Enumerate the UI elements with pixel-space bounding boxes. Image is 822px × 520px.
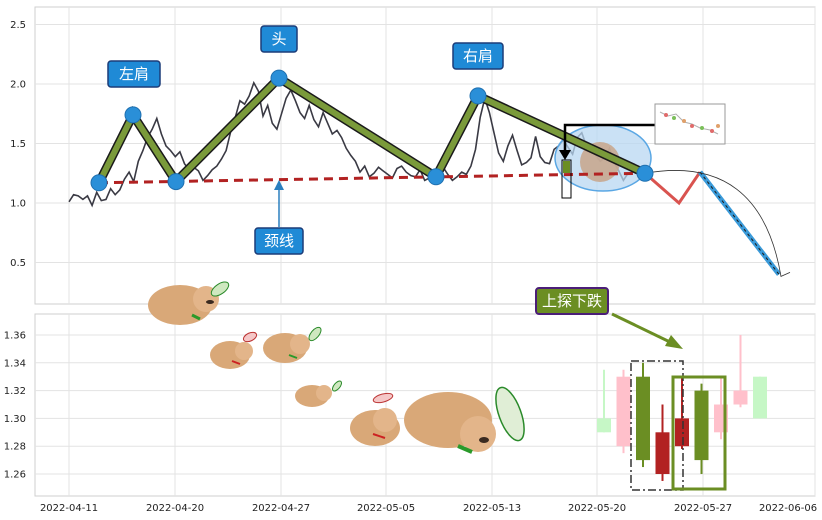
puppy-illustration — [148, 281, 525, 454]
candlesticks — [597, 335, 767, 481]
price-y-tick-label: 1.5 — [10, 139, 26, 150]
candle-y-tick-label: 1.34 — [4, 358, 26, 369]
candle-body — [616, 376, 631, 447]
puppy-6 — [404, 386, 525, 454]
thumbnail-flowers — [664, 113, 720, 133]
candle-body — [597, 418, 611, 433]
callout-head: 头 — [260, 25, 298, 53]
candle-grid — [35, 314, 816, 496]
date-tick-label: 2022-04-20 — [146, 503, 204, 514]
candle-body — [733, 390, 748, 405]
price-series-line — [68, 80, 629, 208]
candle-y-ticks: 1.26 1.28 1.30 1.32 1.34 1.36 — [4, 331, 26, 481]
candle-body — [636, 376, 650, 461]
date-tick-label: 2022-04-11 — [40, 503, 98, 514]
candle-body — [694, 390, 709, 461]
callout-right-shoulder: 右肩 — [452, 42, 504, 70]
svg-text:右肩: 右肩 — [463, 47, 493, 65]
breakdown-arrowhead — [559, 150, 571, 160]
breakdown-marker-fill — [563, 161, 570, 173]
price-panel — [34, 6, 816, 305]
projection-rebound-line — [644, 171, 702, 206]
pattern-node — [124, 106, 142, 124]
price-y-tick-label: 2.0 — [10, 80, 26, 91]
breakdown-marker-box — [561, 159, 572, 199]
candle-y-tick-label: 1.32 — [4, 386, 26, 397]
breakdown-arrow — [563, 123, 655, 153]
neckline — [98, 171, 646, 185]
candle-body — [675, 418, 689, 447]
annotation-probe-fall: 上探下跌 — [535, 287, 683, 349]
puppy-1 — [148, 281, 230, 325]
pattern-node — [469, 87, 487, 105]
puppy-4 — [295, 380, 342, 407]
date-tick-label: 2022-05-27 — [674, 503, 732, 514]
pattern-node — [427, 168, 445, 186]
callout-left-shoulder: 左肩 — [107, 60, 161, 88]
candle-y-tick-label: 1.30 — [4, 414, 26, 425]
svg-text:头: 头 — [271, 30, 286, 48]
projection-arc — [644, 170, 791, 277]
price-grid — [35, 7, 816, 304]
candle-body — [753, 376, 767, 419]
puppy-2 — [210, 331, 258, 369]
puppy-3 — [263, 326, 322, 363]
price-y-ticks: 0.5 1.0 1.5 2.0 2.5 — [10, 20, 26, 269]
selection-box-dashed — [630, 360, 684, 491]
date-tick-label: 2022-05-05 — [357, 503, 415, 514]
candle-y-tick-label: 1.28 — [4, 442, 26, 453]
pattern-node — [167, 173, 185, 191]
pattern-node — [90, 174, 108, 192]
price-y-tick-label: 2.5 — [10, 20, 26, 31]
puppy-5 — [350, 392, 400, 446]
candle-y-tick-label: 1.36 — [4, 331, 26, 342]
candle-body — [655, 432, 670, 474]
price-y-tick-label: 1.0 — [10, 199, 26, 210]
candle-y-tick-label: 1.26 — [4, 470, 26, 481]
pattern-node — [270, 69, 288, 87]
pattern-node — [636, 164, 654, 182]
pattern-nodes — [90, 69, 654, 192]
svg-text:左肩: 左肩 — [119, 65, 149, 83]
price-y-tick-label: 0.5 — [10, 258, 26, 269]
callout-neckline: 颈线 — [254, 180, 304, 255]
selection-box-green — [671, 375, 727, 491]
date-tick-label: 2022-05-20 — [568, 503, 626, 514]
date-tick-label: 2022-06-06 — [759, 503, 817, 514]
projection-decline-line — [698, 170, 781, 276]
date-axis-ticks: 2022-04-11 2022-04-20 2022-04-27 2022-05-05… — [40, 503, 817, 514]
date-tick-label: 2022-04-27 — [252, 503, 310, 514]
thumbnail-sketch — [659, 111, 719, 135]
svg-text:上探下跌: 上探下跌 — [542, 292, 602, 310]
date-tick-label: 2022-05-13 — [463, 503, 521, 514]
svg-text:颈线: 颈线 — [264, 232, 294, 250]
